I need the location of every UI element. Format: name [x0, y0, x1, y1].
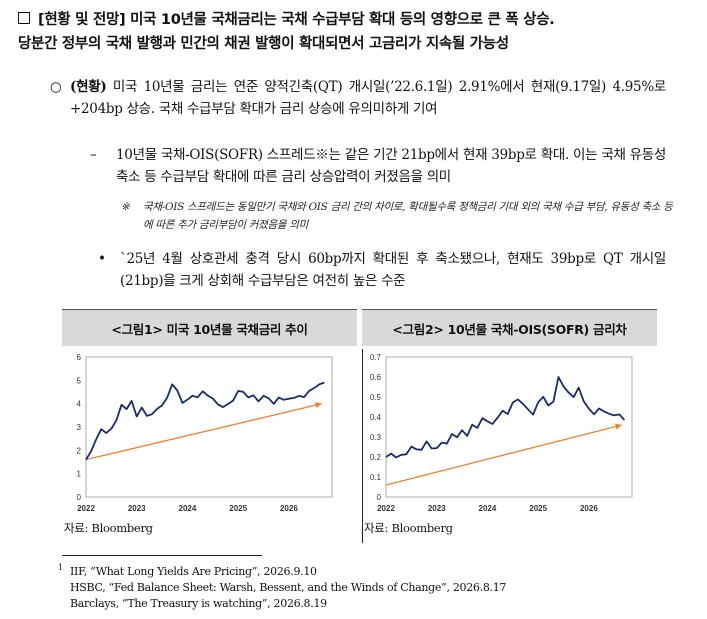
x-tick-label: 2023 — [428, 504, 446, 513]
tariff-text: `25년 4월 상호관세 충격 당시 60bp까지 확대된 후 축소됐으나, 현… — [120, 251, 666, 289]
x-tick-label: 2025 — [229, 504, 247, 513]
heading-text-1: [현황 및 전망] 미국 10년물 국채금리는 국채 수급부담 확대 등의 영향… — [38, 12, 555, 28]
x-tick-label: 2023 — [128, 504, 146, 513]
y-tick-label: 0.3 — [370, 433, 382, 442]
x-tick-label: 2022 — [377, 504, 395, 513]
y-tick-label: 2 — [77, 446, 82, 455]
x-tick-label: 2026 — [580, 504, 598, 513]
trend-arrowhead — [614, 423, 622, 430]
status-text: 미국 10년물 금리는 연준 양적긴축(QT) 개시일(’22.6.1일) 2.… — [70, 79, 666, 117]
x-tick-label: 2024 — [479, 504, 497, 513]
y-tick-label: 0.4 — [370, 413, 382, 422]
spread-note: ※ 국채-OIS 스프레드는 동일만기 국채와 OIS 금리 간의 차이로, 확… — [121, 198, 673, 234]
footnote-line: IIF, “What Long Yields Are Pricing”, 202… — [70, 565, 317, 578]
trend-line — [385, 424, 623, 486]
spread-paragraph: – 10년물 국채-OIS(SOFR) 스프레드※는 같은 기간 21bp에서 … — [90, 144, 666, 188]
y-tick-label: 3 — [77, 423, 82, 432]
x-tick-label: 2026 — [280, 504, 298, 513]
y-tick-label: 0 — [77, 493, 82, 502]
series-line — [385, 376, 626, 459]
status-paragraph: ○ (현황) 미국 10년물 금리는 연준 양적긴축(QT) 개시일(’22.6… — [50, 76, 666, 120]
footnote-line: Barclays, “The Treasury is watching”, 20… — [70, 597, 327, 610]
chart-ois-spread: 0 0.1 0.2 0.3 0.4 0.5 0.6 0.7 2022 2023 2024 2025 20… — [370, 353, 633, 513]
y-tick-label: 0.2 — [370, 453, 382, 462]
checkbox-square-icon — [18, 12, 30, 24]
y-tick-label: 0 — [377, 493, 382, 502]
y-tick-label: 0.7 — [370, 353, 382, 362]
plot-frame — [385, 356, 633, 498]
footnote-line: HSBC, “Fed Balance Sheet: Warsh, Bessent… — [70, 581, 507, 594]
reference-mark-icon: ※ — [121, 201, 130, 213]
circle-bullet-icon: ○ — [50, 79, 62, 95]
y-tick-label: 1 — [77, 470, 82, 479]
footnote-divider — [62, 555, 262, 556]
dash-bullet-icon: – — [90, 147, 97, 163]
y-tick-label: 0.6 — [370, 373, 382, 382]
chart-panel-ois-spread: <그림2> 10년물 국채-OIS(SOFR) 금리차 0 0.1 0.2 0.3 0.… — [362, 309, 657, 543]
y-tick-label: 0.1 — [370, 473, 382, 482]
dot-bullet-icon: • — [98, 251, 106, 267]
y-tick-label: 4 — [77, 400, 82, 409]
x-tick-label: 2024 — [179, 504, 197, 513]
footnote-marker: 1 — [58, 563, 63, 572]
chart-title: <그림1> 미국 10년물 국채금리 추이 — [62, 309, 357, 346]
y-tick-label: 6 — [77, 353, 82, 362]
chart-source: 자료: Bloomberg — [364, 521, 453, 535]
heading-line-1: [현황 및 전망] 미국 10년물 국채금리는 국채 수급부담 확대 등의 영향… — [18, 8, 698, 32]
panel-divider — [362, 349, 363, 543]
spread-note-text: 국채-OIS 스프레드는 동일만기 국채와 OIS 금리 간의 차이로, 확대될… — [143, 201, 673, 231]
x-tick-label: 2022 — [77, 504, 95, 513]
y-tick-label: 0.5 — [370, 393, 382, 402]
trend-line — [85, 403, 323, 461]
heading-line-2: 당분간 정부의 국채 발행과 민간의 채권 발행이 확대되면서 고금리가 지속될… — [18, 36, 509, 52]
section-heading: [현황 및 전망] 미국 10년물 국채금리는 국채 수급부담 확대 등의 영향… — [18, 8, 698, 56]
y-tick-label: 5 — [77, 376, 82, 385]
plot-frame — [85, 356, 333, 498]
chart-source: 자료: Bloomberg — [64, 521, 153, 535]
x-tick-label: 2025 — [529, 504, 547, 513]
chart-us-10y-yield: 0 1 2 3 4 5 6 2022 2023 2024 2025 2026 — [77, 353, 333, 513]
footnotes: 1 IIF, “What Long Yields Are Pricing”, 2… — [58, 563, 507, 612]
series-line — [85, 381, 325, 461]
trend-arrowhead — [315, 402, 322, 409]
tariff-paragraph: • `25년 4월 상호관세 충격 당시 60bp까지 확대된 후 축소됐으나,… — [98, 248, 666, 292]
chart-panel-us-10y: <그림1> 미국 10년물 국채금리 추이 0 1 2 3 4 5 6 2022 2023 202… — [62, 309, 357, 543]
spread-text: 10년물 국채-OIS(SOFR) 스프레드※는 같은 기간 21bp에서 현재… — [116, 147, 666, 185]
chart-title: <그림2> 10년물 국채-OIS(SOFR) 금리차 — [362, 309, 657, 346]
status-label: (현황) — [70, 79, 107, 95]
